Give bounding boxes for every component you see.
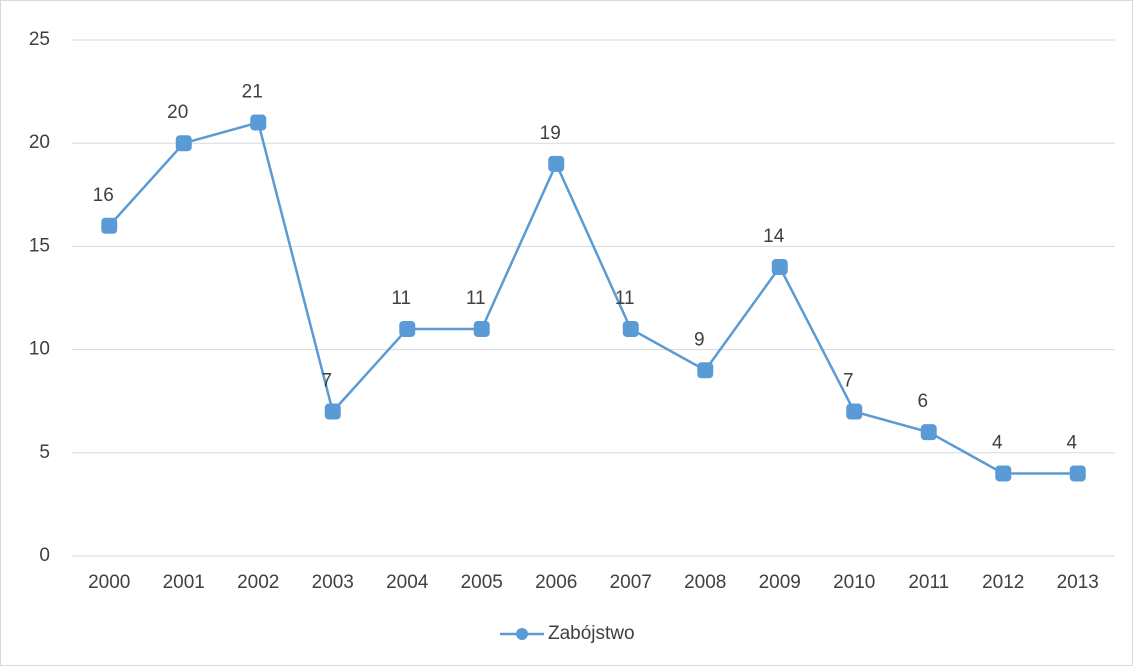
x-tick-label: 2008 <box>684 572 726 593</box>
y-tick-label: 25 <box>29 29 50 50</box>
data-label: 16 <box>93 185 114 206</box>
data-label: 4 <box>992 432 1003 453</box>
point-marker <box>101 217 118 234</box>
data-label: 11 <box>391 288 411 309</box>
point-marker <box>473 320 490 337</box>
point-marker <box>1069 465 1086 482</box>
x-tick-label: 2006 <box>535 572 577 593</box>
point-marker <box>548 155 565 172</box>
x-tick-label: 2010 <box>833 572 875 593</box>
point-marker <box>399 320 416 337</box>
x-tick-label: 2004 <box>386 572 429 593</box>
data-label: 6 <box>917 391 928 412</box>
data-label: 4 <box>1066 432 1077 453</box>
data-label: 11 <box>615 288 635 309</box>
legend-label: Zabójstwo <box>548 623 635 644</box>
series-line <box>108 121 1078 475</box>
data-label: 20 <box>167 102 188 123</box>
point-marker <box>920 424 937 441</box>
x-tick-label: 2001 <box>163 572 205 593</box>
point-marker <box>622 320 639 337</box>
x-tick-label: 2013 <box>1057 572 1099 593</box>
data-label: 9 <box>694 329 705 350</box>
x-tick-label: 2007 <box>610 572 652 593</box>
point-marker <box>324 403 341 420</box>
y-tick-label: 20 <box>29 132 50 153</box>
y-tick-label: 5 <box>39 442 50 463</box>
data-label: 21 <box>242 82 263 103</box>
point-marker <box>771 259 788 276</box>
data-label: 7 <box>843 371 854 392</box>
x-tick-label: 2002 <box>237 572 279 593</box>
x-tick-label: 2012 <box>982 572 1024 593</box>
y-tick-label: 10 <box>29 339 50 360</box>
x-tick-label: 2005 <box>461 572 503 593</box>
x-tick-label: 2003 <box>312 572 354 593</box>
data-label: 7 <box>321 371 332 392</box>
point-marker <box>995 465 1012 482</box>
data-label: 19 <box>540 123 561 144</box>
x-tick-label: 2009 <box>759 572 801 593</box>
data-label: 14 <box>763 226 785 247</box>
point-marker <box>697 362 714 379</box>
point-marker <box>175 135 192 152</box>
data-label: 11 <box>466 288 486 309</box>
point-marker <box>250 114 267 131</box>
y-tick-label: 15 <box>29 235 50 256</box>
legend-marker <box>516 628 528 640</box>
point-marker <box>846 403 863 420</box>
x-tick-label: 2011 <box>908 572 949 593</box>
y-tick-label: 0 <box>39 545 50 566</box>
x-tick-label: 2000 <box>88 572 130 593</box>
